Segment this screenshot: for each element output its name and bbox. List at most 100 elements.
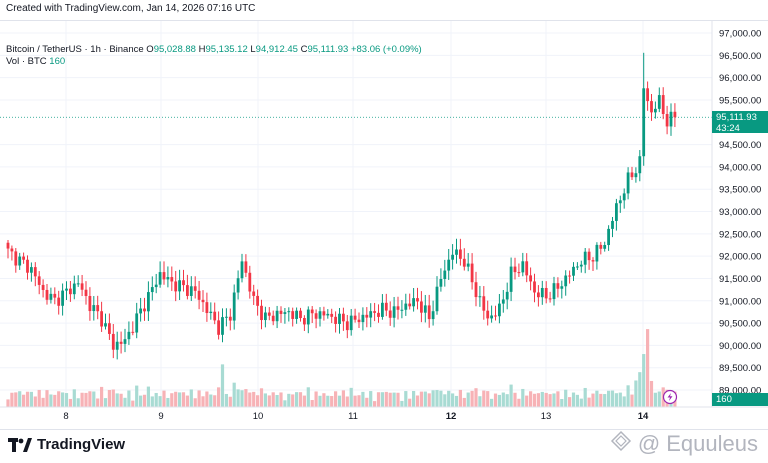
candle-body [560,286,564,289]
volume-bar [314,391,318,407]
price-tick-label: 89,500.00 [719,363,761,374]
candle-body [221,317,224,335]
candle-body [72,283,76,295]
candle-body [30,267,33,273]
candle-body [96,305,100,312]
candle-body [260,305,263,321]
volume-bar [415,395,420,407]
volume-bar [174,391,178,407]
candle-body [404,303,408,310]
candle-body [193,286,197,291]
candle-body [431,311,435,320]
volume-bar [376,392,381,407]
volume-bar [587,397,591,407]
tradingview-logo[interactable]: TradingView [8,436,125,453]
candle-body [572,266,575,276]
volume-bar [365,397,369,407]
volume-bar [107,390,111,407]
volume-bar [37,389,41,407]
candle-body [498,303,501,317]
candlestick-chart[interactable]: 97,000.00 96,500.00 96,000.00 95,500.00 94,5… [0,21,768,429]
candle-body [470,263,474,283]
volume-bar [131,400,135,407]
equuleus-logo-icon [610,430,632,458]
candle-body [131,331,135,333]
volume-bar [509,384,513,407]
volume-bar [334,391,338,407]
volume-bar [470,390,474,407]
candle-body [209,311,213,314]
candle-body [599,244,603,249]
volume-bar [119,393,123,407]
candle-body [295,310,298,319]
candle-body [213,311,217,321]
volume-bar [275,394,279,407]
candle-body [579,264,583,267]
candle-body [373,311,376,313]
candle-body [158,272,162,285]
volume-bar [384,391,388,407]
volume-bar [267,395,271,407]
candle-body [611,220,614,229]
candle-body [634,173,638,178]
volume-bar [423,391,427,407]
candle-body [576,266,579,268]
candle-body [478,296,482,298]
candle-body [657,95,661,109]
candle-body [435,286,439,312]
candle-body [150,287,154,293]
volume-bar [150,396,154,407]
candle-body [303,318,306,325]
volume-bar [53,394,57,407]
legend-volume-row: Vol · BTC 160 [6,56,422,68]
legend-low-label: L [250,44,256,55]
price-tick-label: 92,500.00 [719,229,761,240]
candle-body [244,261,248,273]
volume-bar [14,392,18,407]
candle-body [205,302,209,314]
candle-body [540,287,544,298]
candle-body [22,256,25,260]
candle-body [299,310,302,319]
volume-bar [96,398,100,407]
candle-body [544,287,548,299]
candle-body [537,292,540,298]
volume-bar [318,395,322,407]
candle-body [100,311,103,327]
candle-body [10,248,14,252]
time-axis: 8 9 10 11 12 13 14 [63,411,649,422]
candle-body [271,315,275,322]
price-tick-label: 96,000.00 [719,73,761,84]
candle-body [232,292,236,321]
price-tick-label: 92,000.00 [719,252,761,263]
candle-body [287,311,291,313]
volume-bar [513,392,517,407]
volume-bar [139,395,143,407]
chart-frame[interactable]: 97,000.00 96,500.00 96,000.00 95,500.00 94,5… [0,20,768,430]
volume-bar [189,389,193,407]
volume-bar [142,394,147,407]
candle-body [525,261,529,276]
volume-bar [357,395,361,407]
volume-bar [482,390,486,407]
watermark-text: @ Equuleus [637,431,758,456]
candle-body [252,291,256,296]
candle-body [84,289,88,296]
volume-bar [170,393,174,407]
time-tick-label: 13 [541,411,552,422]
price-axis: 97,000.00 96,500.00 96,000.00 95,500.00 94,5… [719,29,761,397]
candle-body [37,276,41,285]
price-tick-label: 94,000.00 [719,162,761,173]
volume-bar [279,392,283,407]
price-tick-label: 91,000.00 [719,296,761,307]
candle-body [6,242,10,249]
volume-bar [540,391,544,407]
price-tick-label: 93,000.00 [719,207,761,218]
volume-bar [462,397,466,407]
chart-caption: Created with TradingView.com, Jan 14, 20… [6,3,256,14]
volume-bar [287,393,291,407]
candle-body [408,303,412,307]
volume-bar [392,392,396,407]
candle-body [186,285,189,296]
legend-change: +83.06 (+0.09%) [350,44,422,55]
